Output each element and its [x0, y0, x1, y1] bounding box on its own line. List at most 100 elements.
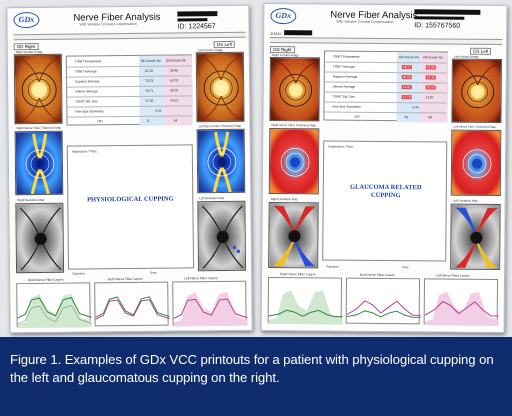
redacted-dob [414, 16, 465, 20]
redacted-surname [284, 30, 313, 36]
os-fundus-image [451, 58, 502, 124]
os-fundus-label: Left Fundus Image [197, 48, 223, 53]
printout-physiological: GDx Nerve Fiber Analysis With Variable C… [6, 4, 253, 334]
od-graph-title: Right Nerve Fiber Layers [28, 277, 64, 283]
both-tsnit-graph [94, 281, 170, 327]
od-header: OD Actual Val. [140, 58, 162, 63]
od-value: 11.73 [401, 95, 412, 100]
impression-label: Impression / Plan: [328, 144, 354, 149]
os-value: 59.46 [169, 68, 178, 73]
od-value: 28.21 [401, 65, 412, 70]
patient-name: JUAN [270, 31, 281, 37]
od-deviation-label: Right Deviation Map [270, 197, 298, 202]
os-thickness-label: Left Nerve Fiber Thickness Map [453, 124, 496, 129]
os-value: 68.70 [170, 88, 179, 93]
os-value: 52.36 [425, 75, 436, 80]
os-header: OS Actual Val. [165, 58, 187, 63]
od-fundus-label: Right Fundus Image [15, 49, 43, 55]
diagnosis-text: PHYSIOLOGICAL CUPPING [87, 195, 174, 204]
od-header: OD Actual Val. [398, 55, 420, 60]
od-value: 24.81 [401, 85, 412, 90]
gdx-logo: GDx [270, 8, 297, 25]
printout-glaucoma: GDx Nerve Fiber Analysis With Variable C… [260, 2, 508, 334]
od-value: 70.71 [145, 88, 154, 93]
od-tsnit-graph [16, 282, 92, 329]
symmetry-value: 0.91 [155, 108, 162, 113]
os-thickness-map [450, 129, 502, 197]
od-deviation-label: Right Deviation Map [17, 197, 45, 203]
os-value: 41.85 [425, 65, 436, 70]
row-label: TSNIT Average [332, 64, 355, 69]
od-deviation-map [268, 201, 319, 269]
nfi-od: 99 [404, 115, 409, 120]
impression-box: Impression / Plan: GLAUCOMA RELATED CUPP… [322, 140, 448, 262]
od-fundus-image [269, 57, 320, 122]
both-graph-title: Both Nerve Fiber Layers [360, 272, 395, 278]
os-deviation-map [450, 203, 501, 271]
figure-caption-bar: Figure 1. Examples of GDx VCC printouts … [0, 337, 512, 416]
redacted-name [177, 11, 218, 17]
os-header: OS Actual Val. [422, 55, 444, 60]
diagnosis-text: GLAUCOMA RELATED CUPPING [350, 183, 422, 200]
both-graph-title: Both Nerve Fiber Layers [108, 276, 143, 282]
row-label: TSNIT Average [74, 69, 97, 74]
signature-label: Signature: [72, 271, 86, 276]
row-label: Inferior Average [332, 84, 356, 89]
od-deviation-map [15, 202, 65, 274]
os-value: 50.53 [425, 85, 436, 90]
both-tsnit-graph [345, 277, 421, 325]
os-value: 21.87 [425, 95, 434, 100]
od-fundus-image [13, 53, 63, 125]
row-label: Inter-Eye Symmetry [75, 109, 104, 114]
row-label: Superior Average [75, 79, 100, 84]
gdx-logo: GDx [13, 11, 40, 29]
os-tsnit-graph [172, 280, 248, 327]
row-label: Inferior Average [75, 89, 98, 94]
od-value: 30.03 [401, 75, 412, 80]
od-thickness-map [14, 130, 64, 196]
redacted-name [414, 9, 481, 15]
document-scan: GDx Nerve Fiber Analysis With Variable C… [0, 0, 512, 337]
signature-label: Signature: [326, 264, 340, 269]
os-deviation-label: Left Deviation Map [199, 196, 225, 201]
patient-id: ID: 1224567 [177, 23, 216, 31]
os-graph-title: Left Nerve Fiber Layers [184, 276, 218, 281]
os-thickness-map [196, 128, 246, 194]
os-deviation-map [197, 200, 247, 272]
param-header: TSNIT Parameters [332, 54, 360, 59]
os-value: 69.70 [170, 78, 179, 83]
od-tsnit-graph [267, 276, 343, 325]
redacted-dob [177, 18, 208, 22]
impression-box: Impression / Plan: PHYSIOLOGICAL CUPPING [66, 144, 195, 270]
nfi-os: 14 [173, 118, 178, 123]
report-subtitle: With Variable Corneal Compensation [79, 21, 137, 27]
report-subtitle: With Variable Corneal Compensation [336, 19, 394, 25]
nfi-os: 98 [428, 115, 433, 120]
impression-label: Impression / Plan: [71, 149, 98, 154]
nfi-od: 8 [147, 118, 150, 123]
patient-id: ID: 155767560 [414, 22, 461, 30]
row-label: TSNIT Std. Dev. [332, 94, 356, 99]
nfi-label: NFI [97, 119, 103, 124]
row-label: Superior Average [332, 74, 358, 79]
row-label: TSNIT Std. Dev. [75, 99, 99, 104]
os-fundus-image [195, 51, 245, 123]
od-graph-title: Right Nerve Fiber Layers [280, 272, 316, 277]
os-value: 24.21 [170, 98, 179, 103]
os-tag: OS Left [213, 40, 236, 49]
os-deviation-label: Left Deviation Map [452, 198, 478, 203]
od-value: 27.32 [145, 98, 154, 103]
patient-info-bar [13, 31, 246, 41]
date-label: Date: [150, 270, 158, 275]
os-tsnit-graph [423, 278, 499, 327]
tsnit-table: TSNIT Parameters OD Actual Val. OS Actua… [323, 50, 449, 123]
param-header: TSNIT Parameters [74, 59, 102, 64]
os-graph-title: Left Nerve Fiber Layers [436, 273, 470, 278]
os-thickness-label: Left Nerve Fiber Thickness Map [198, 123, 242, 129]
symmetry-value: 0.45 [412, 105, 419, 110]
od-thickness-map [268, 127, 320, 195]
row-label: Inter-Eye Symmetry [332, 104, 361, 109]
patient-info-bar [270, 37, 503, 46]
od-value: 75.23 [145, 78, 154, 83]
nfi-label: NFI [354, 114, 360, 119]
